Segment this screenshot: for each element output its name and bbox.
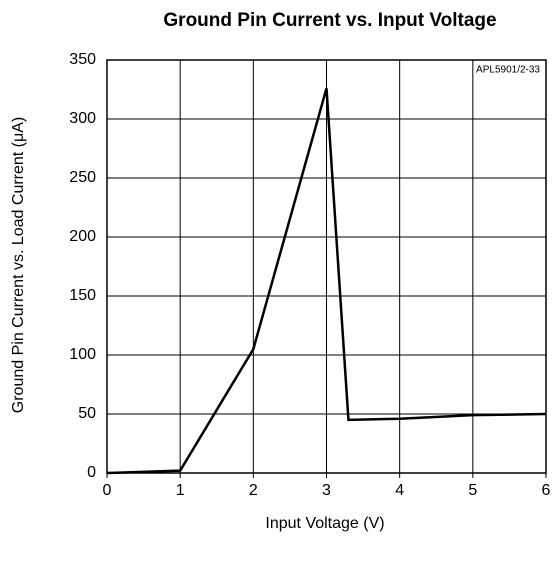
y-tick-label: 50 [78, 405, 96, 422]
x-tick-label: 2 [249, 482, 258, 499]
x-tick-label: 6 [542, 482, 551, 499]
y-tick-label: 350 [69, 51, 96, 68]
annotation: APL5901/2-33 [476, 65, 540, 76]
plot-frame [106, 59, 547, 474]
y-tick-label: 300 [69, 110, 96, 127]
y-tick-label: 100 [69, 346, 96, 363]
x-tick-label: 5 [468, 482, 477, 499]
x-tick-label: 3 [322, 482, 331, 499]
data-line [106, 87, 547, 475]
x-tick-label: 0 [103, 482, 112, 499]
y-axis-label: Ground Pin Current vs. Load Current (μA) [10, 117, 27, 413]
x-tick-label: 1 [176, 482, 185, 499]
y-tick-label: 200 [69, 228, 96, 245]
y-tick-label: 250 [69, 169, 96, 186]
x-axis-label: Input Voltage (V) [265, 515, 384, 532]
y-tick-label: 0 [87, 464, 96, 481]
x-tick-label: 4 [395, 482, 404, 499]
chart-title: Ground Pin Current vs. Input Voltage [163, 10, 496, 31]
y-tick-label: 150 [69, 287, 96, 304]
